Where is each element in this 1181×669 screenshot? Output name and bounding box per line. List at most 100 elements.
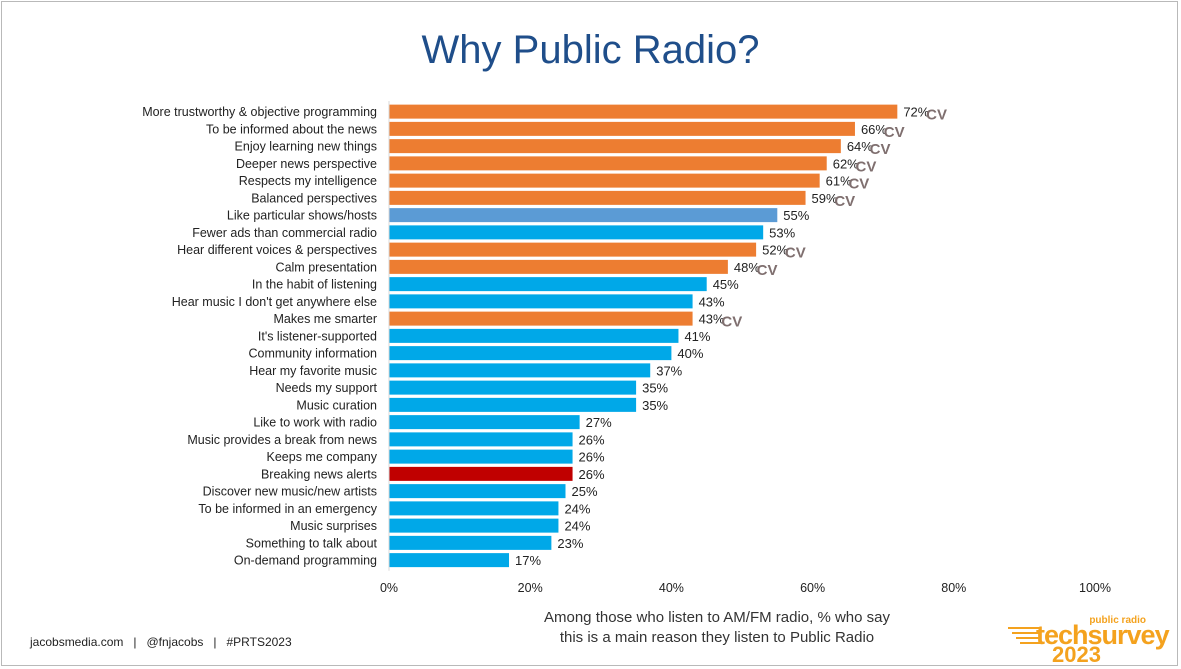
category-label: Respects my intelligence — [239, 174, 377, 188]
category-label: Balanced perspectives — [251, 191, 377, 205]
techsurvey-logo: public radio techsurvey 2023 — [1006, 614, 1176, 667]
cv-marker: CV — [757, 262, 778, 279]
cv-marker: CV — [926, 107, 947, 124]
data-label: 59% — [812, 191, 838, 206]
category-label: Music surprises — [290, 519, 377, 533]
caption-line-2: this is a main reason they listen to Pub… — [559, 629, 875, 646]
cv-marker: CV — [848, 176, 869, 193]
category-label: Fewer ads than commercial radio — [192, 226, 377, 240]
data-label: 17% — [515, 553, 541, 568]
category-label: Hear music I don't get anywhere else — [172, 295, 377, 309]
x-tick-label: 0% — [380, 581, 398, 595]
category-label: Discover new music/new artists — [203, 485, 377, 499]
bar — [389, 139, 841, 154]
category-label: More trustworthy & objective programming — [142, 105, 377, 119]
bar — [389, 259, 728, 274]
category-label: Like to work with radio — [253, 416, 377, 430]
data-label: 41% — [684, 329, 710, 344]
bar — [389, 156, 827, 171]
bar — [389, 397, 637, 412]
data-label: 24% — [564, 501, 590, 516]
category-label: It's listener-supported — [258, 329, 377, 343]
data-label: 25% — [572, 484, 598, 499]
data-label: 52% — [762, 243, 788, 258]
data-label: 35% — [642, 381, 668, 396]
bar — [389, 104, 898, 119]
bar — [389, 449, 573, 464]
bar — [389, 294, 693, 309]
category-label: In the habit of listening — [252, 278, 377, 292]
category-label: Keeps me company — [267, 450, 378, 464]
data-label: 37% — [656, 363, 682, 378]
bar — [389, 380, 637, 395]
category-label: To be informed in an emergency — [198, 502, 377, 516]
data-label: 26% — [579, 450, 605, 465]
bar — [389, 518, 559, 533]
logo-speed-lines-icon — [1008, 627, 1040, 644]
data-label: 62% — [833, 156, 859, 171]
data-label: 24% — [564, 519, 590, 534]
cv-marker: CV — [884, 124, 905, 141]
x-tick-label: 60% — [800, 581, 825, 595]
cv-marker: CV — [785, 245, 806, 262]
category-label: Hear my favorite music — [249, 364, 377, 378]
cv-marker: CV — [721, 314, 742, 331]
category-label: Hear different voices & perspectives — [177, 243, 377, 257]
x-tick-label: 80% — [941, 581, 966, 595]
data-label: 43% — [699, 312, 725, 327]
data-label: 45% — [713, 277, 739, 292]
logo-year: 2023 — [1052, 642, 1101, 667]
bar — [389, 242, 757, 257]
data-label: 61% — [826, 174, 852, 189]
bar — [389, 466, 573, 481]
data-label: 48% — [734, 260, 760, 275]
data-label: 72% — [903, 105, 929, 120]
data-label: 27% — [586, 415, 612, 430]
category-label: Needs my support — [276, 381, 378, 395]
data-label: 40% — [677, 346, 703, 361]
bar — [389, 208, 778, 223]
category-label: Music provides a break from news — [187, 433, 377, 447]
bar — [389, 501, 559, 516]
category-label: Breaking news alerts — [261, 467, 377, 481]
x-tick-label: 40% — [659, 581, 684, 595]
chart-title: Why Public Radio? — [421, 28, 760, 72]
data-label: 35% — [642, 398, 668, 413]
category-label: Deeper news perspective — [236, 157, 377, 171]
data-label: 26% — [579, 432, 605, 447]
x-tick-label: 100% — [1079, 581, 1111, 595]
category-label: Like particular shows/hosts — [227, 209, 377, 223]
bar — [389, 225, 764, 240]
category-label: Community information — [248, 347, 377, 361]
category-label: Something to talk about — [246, 536, 378, 550]
caption-line-1: Among those who listen to AM/FM radio, %… — [544, 609, 890, 626]
data-label: 64% — [847, 139, 873, 154]
bar — [389, 432, 573, 447]
data-label: 55% — [783, 208, 809, 223]
category-label: On-demand programming — [234, 554, 377, 568]
bar — [389, 415, 580, 430]
data-label: 66% — [861, 122, 887, 137]
category-label: Makes me smarter — [274, 312, 378, 326]
logo-wordmark: techsurvey — [1036, 620, 1170, 650]
bar — [389, 311, 693, 326]
bar — [389, 346, 672, 361]
data-label: 53% — [769, 225, 795, 240]
bar — [389, 121, 855, 136]
bar-chart: More trustworthy & objective programming… — [142, 101, 1111, 595]
bar — [389, 328, 679, 343]
bar — [389, 363, 651, 378]
chart-caption: Among those who listen to AM/FM radio, %… — [472, 608, 962, 648]
data-label: 26% — [579, 467, 605, 482]
category-label: Enjoy learning new things — [235, 140, 377, 154]
cv-marker: CV — [856, 158, 877, 175]
category-label: To be informed about the news — [206, 122, 377, 136]
cv-marker: CV — [870, 141, 891, 158]
bar — [389, 535, 552, 550]
logo-tagline: public radio — [1089, 615, 1146, 626]
category-label: Calm presentation — [276, 260, 377, 274]
bar — [389, 277, 707, 292]
bar — [389, 553, 510, 568]
cv-marker: CV — [834, 193, 855, 210]
